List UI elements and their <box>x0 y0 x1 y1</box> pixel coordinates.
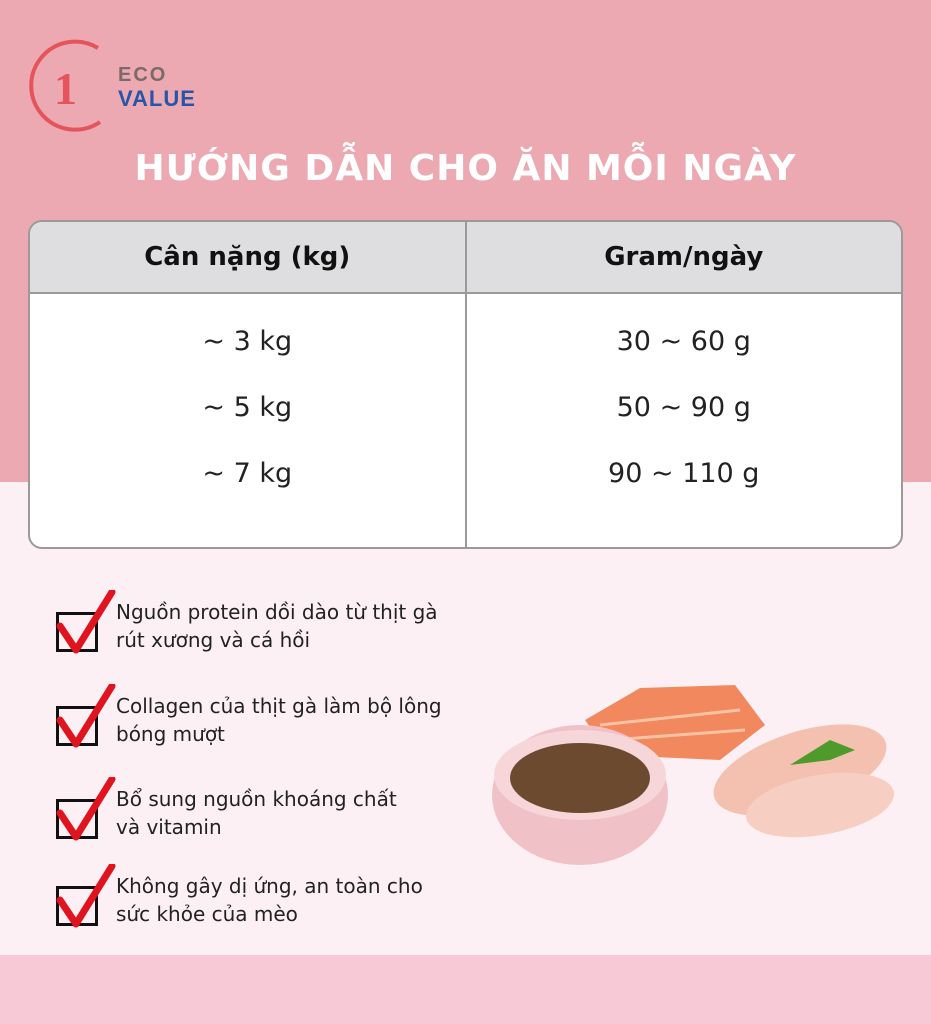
page-title: HƯỚNG DẪN CHO ĂN MỖI NGÀY <box>134 148 797 189</box>
feature-line: Bổ sung nguồn khoáng chất <box>116 787 397 811</box>
weight-cell: ~ 7 kg <box>202 458 293 489</box>
feature-line: bóng mượt <box>116 722 225 746</box>
checkbox-checked-icon <box>56 864 116 928</box>
grams-cell: 30 ~ 60 g <box>616 326 751 357</box>
eco-value-logo: 1 ECO VALUE <box>20 36 200 136</box>
header-weight: Cân nặng (kg) <box>30 222 467 292</box>
checkbox-checked-icon <box>56 684 116 748</box>
logo-eco: ECO <box>118 64 168 86</box>
grams-cell: 50 ~ 90 g <box>616 392 751 423</box>
header-grams: Gram/ngày <box>604 242 764 272</box>
svg-text:1: 1 <box>54 63 77 114</box>
weight-cell: ~ 5 kg <box>202 392 293 423</box>
feature-line: rút xương và cá hồi <box>116 628 311 652</box>
feature-line: Nguồn protein dồi dào từ thịt gà <box>116 600 438 624</box>
feature-line: và vitamin <box>116 815 222 839</box>
weight-cell: ~ 3 kg <box>202 326 293 357</box>
food-illustration <box>492 685 895 865</box>
feature-line: Không gây dị ứng, an toàn cho <box>116 874 423 898</box>
feature-line: Collagen của thịt gà làm bộ lông <box>116 694 442 718</box>
checkbox-checked-icon <box>56 777 116 841</box>
bottom-band <box>0 955 931 1024</box>
feeding-table: Cân nặng (kg) Gram/ngày ~ 3 kg ~ 5 kg ~ … <box>28 220 903 549</box>
feature-line: sức khỏe của mèo <box>116 902 298 926</box>
herb-leaf <box>790 740 855 765</box>
logo-circle-icon: 1 <box>29 39 102 132</box>
logo-value: VALUE <box>118 86 196 111</box>
grams-cell: 90 ~ 110 g <box>608 458 760 489</box>
checkbox-checked-icon <box>56 590 116 654</box>
kibble <box>510 743 650 813</box>
